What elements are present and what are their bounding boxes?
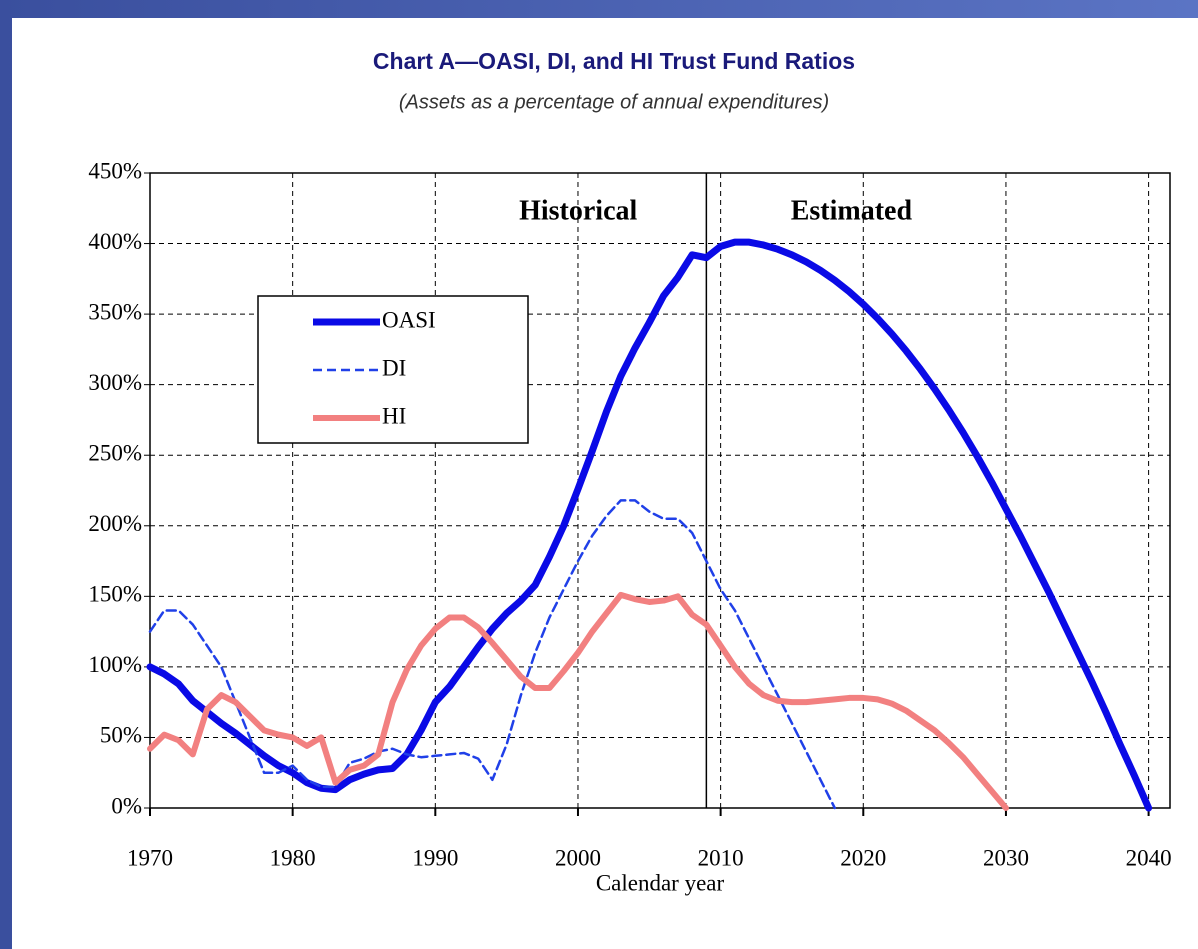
x-tick-label: 2020 bbox=[840, 845, 886, 870]
y-tick-label: 150% bbox=[88, 582, 142, 607]
y-tick-label: 100% bbox=[88, 652, 142, 677]
legend-label: HI bbox=[382, 403, 406, 428]
plot-area bbox=[149, 172, 1171, 809]
chart-subtitle: (Assets as a percentage of annual expend… bbox=[399, 91, 829, 113]
series-line bbox=[148, 499, 837, 810]
x-axis-label: Calendar year bbox=[596, 870, 725, 895]
x-tick-label: 2030 bbox=[983, 845, 1029, 870]
legend: OASI DI HI bbox=[257, 295, 529, 444]
y-tick-label: 450% bbox=[88, 158, 142, 183]
x-tick-label: 2040 bbox=[1126, 845, 1172, 870]
legend-box bbox=[257, 295, 529, 444]
series-line bbox=[146, 238, 1153, 812]
x-tick-label: 1970 bbox=[127, 845, 173, 870]
x-tick-label: 2000 bbox=[555, 845, 601, 870]
legend-label: DI bbox=[382, 355, 406, 380]
annotation: Estimated bbox=[791, 195, 913, 226]
y-tick-label: 400% bbox=[88, 229, 142, 254]
y-tick-label: 300% bbox=[88, 370, 142, 395]
y-tick-label: 350% bbox=[88, 299, 142, 324]
y-tick-label: 50% bbox=[100, 723, 142, 748]
annotation: Historical bbox=[519, 195, 637, 226]
series-line bbox=[147, 591, 1009, 811]
y-tick-label: 250% bbox=[88, 441, 142, 466]
y-tick-label: 200% bbox=[88, 511, 142, 536]
x-tick-label: 2010 bbox=[698, 845, 744, 870]
x-tick-label: 1980 bbox=[270, 845, 316, 870]
legend-label: OASI bbox=[382, 307, 436, 332]
chart-title: Chart A—OASI, DI, and HI Trust Fund Rati… bbox=[373, 48, 855, 74]
x-tick-label: 1990 bbox=[412, 845, 458, 870]
y-tick-label: 0% bbox=[111, 793, 142, 818]
